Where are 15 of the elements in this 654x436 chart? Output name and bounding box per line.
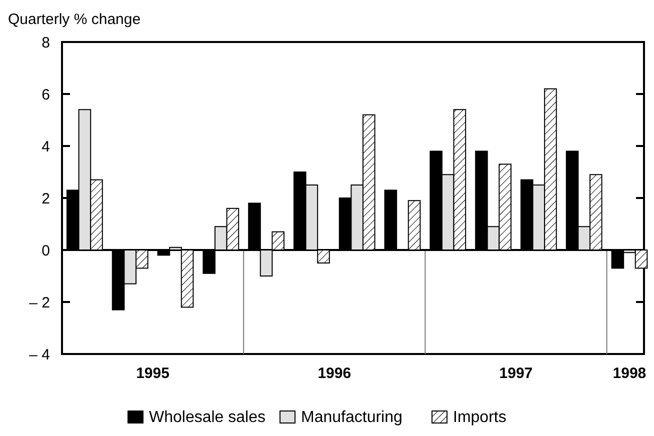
x-tick-label: 1996 — [318, 365, 352, 382]
x-tick-label: 1995 — [136, 365, 170, 382]
y-tick-label: 6 — [42, 86, 50, 104]
legend-label: Wholesale sales — [149, 409, 266, 426]
y-tick-label: – 4 — [29, 346, 50, 364]
y-tick-label: 0 — [42, 242, 50, 260]
x-tick-label: 1998 — [612, 365, 646, 382]
y-tick-label: 4 — [42, 138, 50, 156]
y-tick-label: 8 — [42, 34, 50, 52]
y-tick-label: – 2 — [29, 294, 50, 312]
y-axis-title: Quarterly % change — [8, 11, 141, 28]
legend-label: Manufacturing — [301, 409, 402, 426]
legend-label: Imports — [453, 409, 506, 426]
y-tick-label: 2 — [42, 190, 50, 208]
x-tick-label: 1997 — [499, 365, 533, 382]
